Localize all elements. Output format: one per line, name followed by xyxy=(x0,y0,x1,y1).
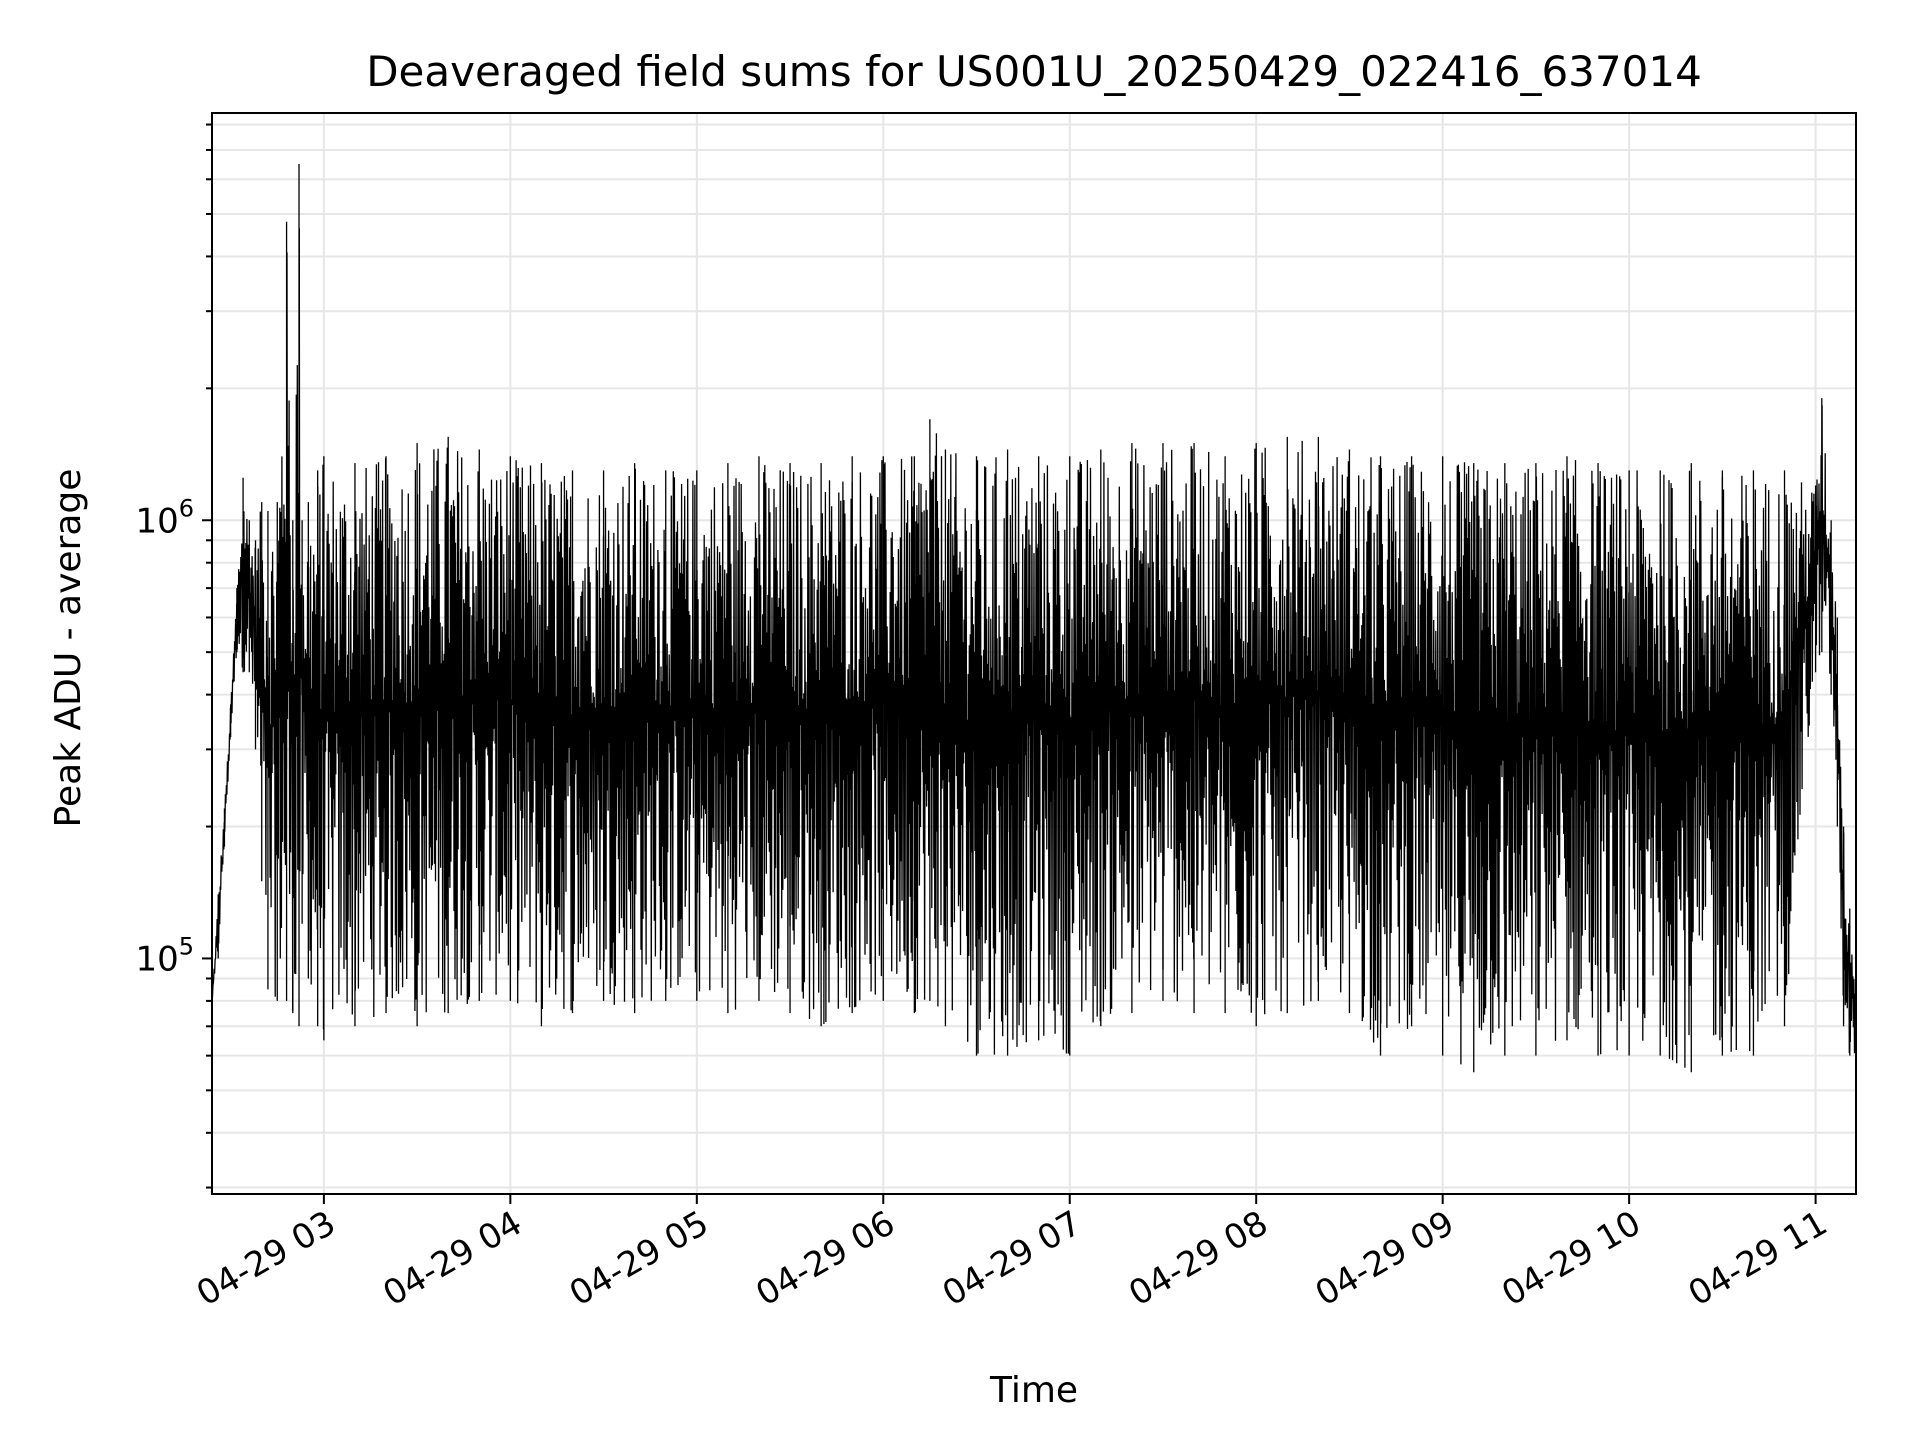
y-axis-label: Peak ADU - average xyxy=(48,469,89,828)
plot-frame xyxy=(211,112,1857,1195)
y-tick-label: 105 xyxy=(135,932,194,979)
y-tick-label: 106 xyxy=(135,494,194,541)
series-line xyxy=(211,228,1857,1068)
series-group xyxy=(211,164,1857,1073)
x-axis-label: Time xyxy=(989,1370,1078,1411)
chart-title: Deaveraged field sums for US001U_2025042… xyxy=(366,47,1702,96)
